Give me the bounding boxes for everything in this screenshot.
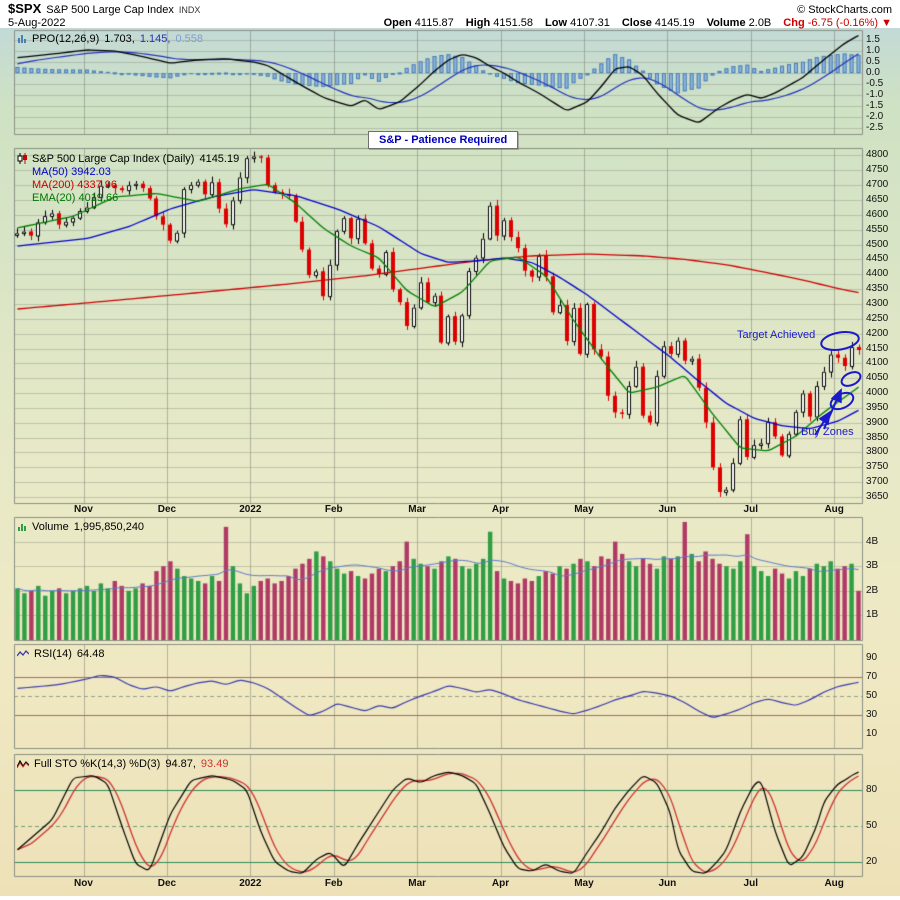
rsi-legend-label: RSI(14)	[34, 648, 72, 660]
rsi-legend: RSI(14) 64.48	[17, 648, 104, 660]
chart-date: 5-Aug-2022	[8, 17, 66, 29]
candlestick-icon	[17, 153, 27, 164]
rsi-indicator-icon	[17, 650, 29, 657]
ppo-value-1: 1.703,	[104, 33, 135, 45]
quote-change: Chg -6.75 (-0.16%) ▼	[783, 17, 892, 29]
quote-high: High 4151.58	[465, 17, 534, 29]
ppo-value-2: 1.145,	[139, 33, 171, 45]
ma50-legend: MA(50) 3942.03	[32, 165, 111, 178]
rsi-legend-value: 64.48	[76, 648, 105, 660]
chart-header: $SPX S&P 500 Large Cap Index INDX © Stoc…	[0, 0, 900, 29]
ppo-indicator-icon	[18, 35, 26, 43]
ma200-legend: MA(200) 4337.96	[32, 178, 117, 191]
volume-indicator-icon	[18, 524, 26, 531]
price-legend: S&P 500 Large Cap Index (Daily) 4145.19 …	[17, 152, 239, 204]
copyright: © StockCharts.com	[797, 4, 892, 16]
ema20-legend: EMA(20) 4019.66	[32, 191, 119, 204]
quote-low: Low 4107.31	[545, 17, 610, 29]
annotation-target-achieved: Target Achieved	[737, 329, 816, 341]
quote-close: Close 4145.19	[621, 17, 695, 29]
quote-open: Open 4115.87	[383, 17, 454, 29]
ppo-legend-label: PPO(12,26,9)	[32, 33, 100, 45]
symbol-name: S&P 500 Large Cap Index	[46, 4, 174, 16]
price-legend-value: 4145.19	[199, 152, 240, 165]
ppo-legend: PPO(12,26,9) 1.703, 1.145, 0.558	[17, 33, 203, 45]
exchange-label: INDX	[178, 5, 201, 15]
annotation-note-box: S&P - Patience Required	[368, 131, 519, 149]
sto-value-k: 94.87,	[165, 758, 196, 770]
symbol: $SPX	[8, 1, 42, 16]
sto-legend: Full STO %K(14,3) %D(3) 94.87, 93.49	[17, 758, 228, 770]
volume-legend-label: Volume	[32, 521, 69, 533]
volume-legend: Volume 1,995,850,240	[17, 521, 144, 533]
ppo-value-3: 0.558	[175, 33, 203, 45]
annotation-buy-zones: Buy Zones	[801, 426, 854, 438]
price-legend-title: S&P 500 Large Cap Index (Daily)	[32, 152, 195, 165]
quote-volume: Volume 2.0B	[706, 17, 772, 29]
sto-legend-label: Full STO %K(14,3) %D(3)	[34, 758, 161, 770]
volume-legend-value: 1,995,850,240	[73, 521, 145, 533]
change-down-icon: ▼	[881, 17, 892, 29]
sto-indicator-icon	[17, 759, 29, 769]
sto-value-d: 93.49	[200, 758, 229, 770]
